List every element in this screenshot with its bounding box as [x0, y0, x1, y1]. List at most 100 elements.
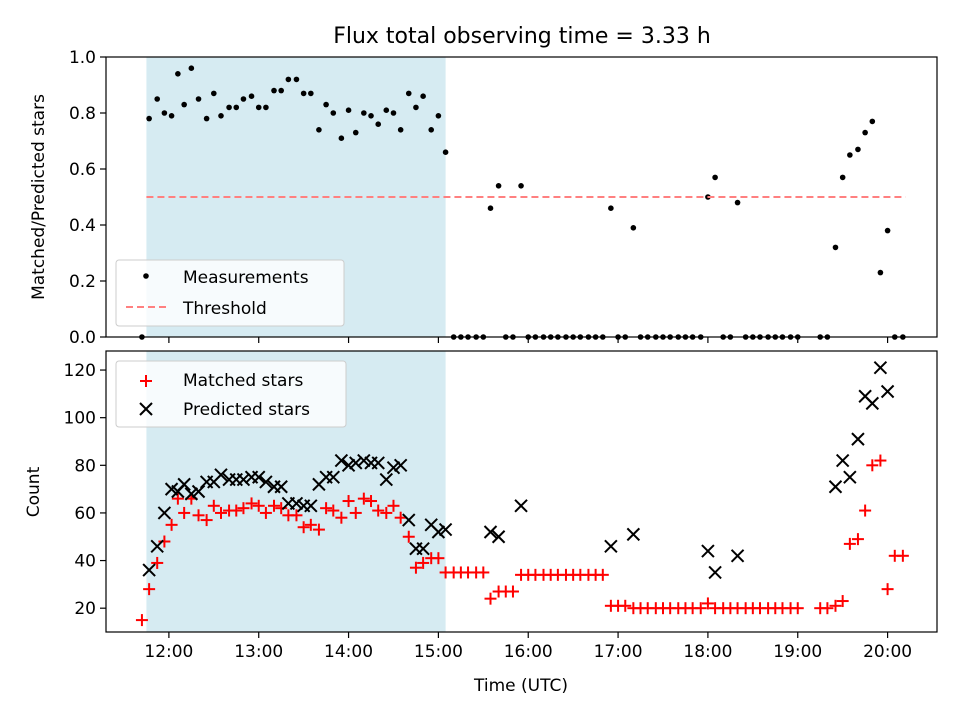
ratio-legend-box: [115, 259, 345, 327]
x-tick-label: 13:00: [234, 642, 283, 662]
x-tick-label: 16:00: [504, 642, 553, 662]
predicted-star-point: [157, 506, 172, 520]
matched-star-point: [192, 509, 205, 522]
matched-star-point: [380, 506, 393, 519]
matched-star-point: [320, 502, 333, 515]
matched-star-point: [230, 504, 243, 517]
measurement-point: [435, 113, 442, 119]
predicted-star-point: [371, 456, 385, 470]
measurement-point: [862, 129, 868, 136]
predicted-star-point: [304, 499, 318, 513]
x-tick-label: 19:00: [773, 642, 822, 662]
predicted-star-point: [357, 453, 371, 468]
measurement-point: [630, 225, 637, 231]
matched-star-point: [312, 523, 325, 536]
predicted-star-point: [431, 525, 446, 539]
predicted-star-point: [191, 484, 206, 499]
measurement-point: [181, 101, 187, 108]
measurement-point: [734, 199, 741, 206]
x-tick-label: 12:00: [144, 642, 193, 662]
predicted-star-point: [828, 480, 843, 494]
measurement-point: [175, 71, 181, 77]
measurement-point: [316, 127, 322, 133]
matched-star-point: [259, 506, 272, 519]
measurement-point: [308, 90, 314, 97]
measurement-point: [285, 76, 292, 83]
predicted-star-point: [880, 384, 895, 399]
y-tick-label: 40: [74, 552, 96, 572]
measurement-point: [330, 110, 337, 116]
predicted-star-point: [865, 396, 880, 411]
predicted-star-point: [835, 453, 850, 468]
measurement-point: [263, 104, 269, 111]
predicted-star-point: [177, 477, 191, 492]
matched-star-point: [372, 504, 385, 517]
measurement-point: [240, 96, 247, 102]
matched-star-point: [158, 535, 171, 548]
measurement-point: [271, 87, 277, 94]
predicted-star-point: [379, 472, 394, 487]
matched-star-point: [896, 549, 909, 562]
measurement-point: [188, 65, 195, 71]
predicted-star-point: [483, 525, 498, 539]
y-tick-label: 0.0: [69, 328, 96, 348]
predicted-star-point: [873, 360, 888, 375]
matched-star-point: [791, 602, 804, 615]
legend-matched-label: Matched stars: [183, 371, 303, 391]
measurement-point: [248, 93, 255, 99]
predicted-star-point: [851, 432, 865, 446]
matched-star-point: [275, 502, 288, 515]
y-tick-label: 80: [74, 456, 96, 476]
predicted-star-point: [416, 541, 430, 556]
measurement-point: [146, 115, 152, 122]
measurement-point: [168, 113, 175, 119]
predicted-star-point: [730, 549, 745, 563]
matched-star-point: [701, 597, 714, 610]
y-tick-label: 0.8: [69, 104, 96, 124]
x-tick-label: 14:00: [324, 642, 373, 662]
matched-star-point: [836, 595, 849, 608]
matched-star-point: [165, 518, 178, 531]
matched-star-point: [245, 497, 258, 510]
matched-star-point: [214, 506, 227, 519]
measurement-point: [233, 104, 240, 111]
measurement-point: [195, 96, 202, 102]
measurement-point: [855, 146, 861, 153]
matched-star-point: [297, 521, 310, 534]
legend-predicted-label: Predicted stars: [183, 400, 310, 420]
matched-star-point: [290, 509, 303, 522]
measurement-point: [278, 87, 284, 94]
measurement-point: [154, 96, 161, 102]
matched-star-point: [207, 499, 220, 512]
ratio-panel: 0.0 0.2 0.4 0.6 0.8 1.0 Matched/Predicted sta…: [29, 48, 938, 348]
matched-star-point: [829, 599, 842, 612]
matched-star-point: [694, 602, 707, 615]
predicted-star-point: [604, 539, 618, 553]
predicted-star-point: [259, 475, 273, 489]
y-tick-label: 20: [74, 599, 96, 619]
measurement-point: [390, 110, 397, 116]
matched-star-point: [484, 592, 497, 605]
measurement-point: [226, 104, 232, 111]
x-tick-label: 17:00: [594, 642, 643, 662]
x-tick-label: 20:00: [863, 642, 912, 662]
measurement-point: [345, 107, 352, 113]
predicted-star-point: [289, 496, 304, 511]
matched-star-point: [387, 499, 400, 512]
matched-star-point: [237, 502, 250, 515]
matched-star-point: [200, 514, 213, 527]
y-tick-label: 120: [64, 361, 96, 381]
measurement-point: [712, 174, 718, 181]
predicted-star-point: [341, 458, 356, 473]
matched-star-point: [357, 492, 370, 505]
measurement-point: [518, 183, 524, 189]
matched-star-point: [342, 495, 355, 508]
ratio-x-ticks: [168, 337, 889, 343]
measurement-point: [161, 110, 168, 116]
measurement-point: [368, 113, 374, 119]
predicted-star-point: [184, 487, 199, 501]
predicted-star-point: [843, 470, 857, 484]
count-x-ticks: 12:00 13:00 14:00 15:00 16:00 17:00 18:00 19:00…: [144, 632, 912, 662]
